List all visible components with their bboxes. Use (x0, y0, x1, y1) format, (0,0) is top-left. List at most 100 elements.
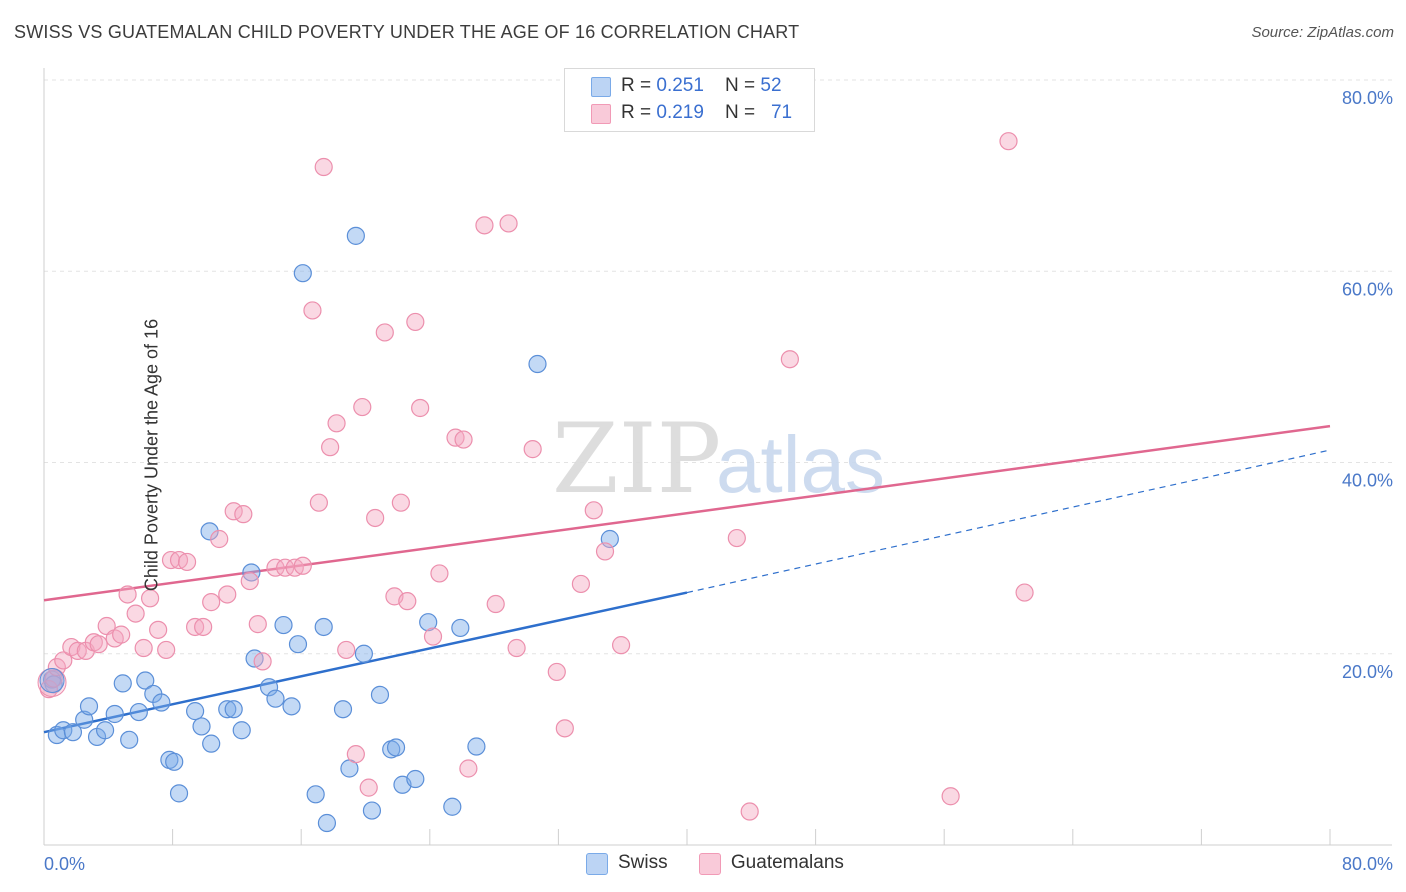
guatemalan-point (486, 594, 505, 614)
y-axis-label: Child Poverty Under the Age of 16 (141, 318, 162, 592)
guatemalan-point (555, 719, 574, 738)
swiss-n-label: N = (725, 75, 761, 96)
swiss-point (528, 354, 547, 374)
swiss-point (224, 700, 243, 719)
swiss-point (386, 738, 406, 757)
guatemalans-r-value: 0.219 (656, 102, 704, 123)
y-tick-label: 40.0% (1342, 471, 1393, 491)
guatemalan-point (454, 430, 473, 449)
swiss-point (443, 797, 462, 816)
swiss-point (113, 674, 132, 693)
guatemalan-point (210, 529, 229, 549)
swiss-point (136, 671, 155, 690)
legend-item-swiss[interactable]: Swiss (586, 852, 668, 875)
guatemalans-n-label: N = (725, 102, 761, 123)
guatemalan-point (398, 592, 417, 611)
swiss-point (282, 697, 301, 716)
swiss-point (152, 693, 171, 712)
guatemalan-point (475, 216, 494, 235)
guatemalan-point (202, 593, 221, 612)
guatemalan-point (54, 651, 73, 670)
watermark-atlas: atlas (716, 420, 885, 509)
swiss-point (370, 685, 390, 704)
grid-lines (44, 79, 1392, 655)
guatemalan-point (327, 414, 346, 433)
swiss-point (274, 615, 293, 635)
swiss-point (288, 635, 308, 654)
swiss-point (406, 769, 425, 789)
guatemalan-point (366, 508, 385, 528)
swiss-point (346, 226, 365, 245)
swiss-point (259, 678, 279, 697)
guatemalan-point (507, 638, 526, 658)
guatemalan-point (411, 398, 430, 418)
guatemalan-point (253, 652, 272, 671)
swiss-point (186, 702, 205, 721)
swiss-n-value: 52 (760, 75, 782, 96)
guatemalan-trend-line (43, 424, 1331, 602)
swiss-point (232, 721, 251, 740)
guatemalan-point (547, 662, 566, 682)
swiss-point (293, 264, 312, 283)
swiss-point (333, 700, 353, 719)
guatemalan-point (999, 132, 1018, 151)
guatemalans-r-label: R = (621, 102, 657, 123)
guatemalan-point (337, 640, 356, 660)
guatemalan-point (1015, 583, 1034, 602)
guatemalan-point (89, 635, 108, 654)
guatemalan-point (941, 787, 960, 806)
guatemalans-legend-swatch (698, 853, 721, 875)
swiss-point (419, 613, 438, 632)
guatemalan-point (375, 323, 394, 342)
legend-item-guatemalans[interactable]: Guatemalans (698, 852, 844, 875)
guatemalan-point (309, 493, 328, 512)
guatemalan-point (303, 301, 322, 320)
guatemalan-point (177, 552, 197, 572)
guatemalan-point (39, 680, 58, 699)
guatemalan-point (584, 501, 603, 520)
stats-legend: R = 0.251 N = 52 R = 0.219 N = 71 (564, 68, 815, 132)
guatemalan-point (740, 802, 759, 821)
swiss-point (165, 752, 184, 771)
guatemalan-point (611, 636, 631, 655)
chart-title: SWISS VS GUATEMALAN CHILD POVERTY UNDER … (14, 22, 800, 42)
guatemalan-point (346, 745, 365, 764)
swiss-point (192, 717, 211, 736)
guatemalan-point (134, 638, 153, 658)
guatemalan-point (248, 615, 267, 634)
swiss-point (306, 785, 325, 804)
swiss-point (200, 522, 219, 541)
guatemalan-point (140, 589, 160, 608)
swiss-point (362, 801, 382, 820)
guatemalan-point (353, 397, 372, 417)
guatemalan-point (126, 604, 145, 623)
guatemalan-point (423, 627, 443, 646)
swiss-legend-swatch (586, 853, 608, 875)
swiss-point (317, 813, 337, 833)
swiss-point (129, 702, 148, 722)
guatemalan-point (499, 214, 518, 233)
swiss-r-label: R = (621, 75, 657, 96)
swiss-r-value: 0.251 (656, 75, 704, 96)
guatemalan-point (240, 571, 259, 591)
guatemalan-point (218, 585, 237, 604)
swiss-point (467, 737, 486, 756)
swiss-point (202, 734, 221, 753)
guatemalan-point (112, 625, 131, 644)
tick-labels: 20.0% 40.0% 60.0% 80.0% 0.0% 80.0% (44, 88, 1393, 874)
guatemalan-point (459, 759, 478, 778)
guatemalans-legend-label: Guatemalans (730, 852, 844, 873)
guatemalan-point (321, 438, 340, 457)
series-legend: Swiss Guatemalans (586, 852, 870, 875)
swiss-point (79, 697, 99, 716)
swiss-point (169, 784, 189, 803)
swiss-point (451, 618, 470, 638)
guatemalan-point (595, 542, 615, 561)
swiss-point (218, 700, 237, 719)
y-tick-label: 60.0% (1342, 279, 1393, 299)
guatemalan-point (727, 528, 746, 548)
guatemalan-point (44, 669, 63, 688)
guatemalan-point (359, 778, 378, 797)
guatemalans-n-value: 71 (770, 102, 793, 123)
guatemalan-point (430, 564, 449, 583)
